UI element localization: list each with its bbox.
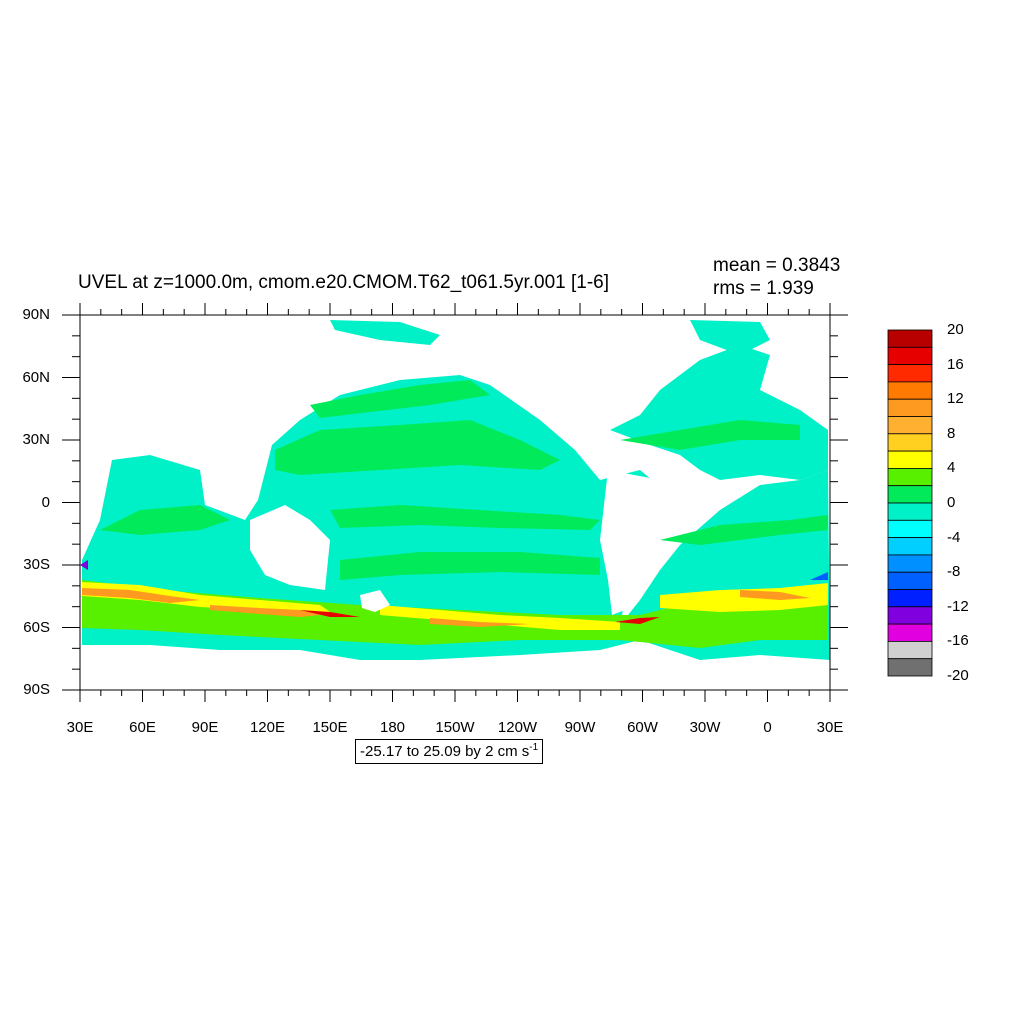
range-text: -25.17 to 25.09 by 2 cm s (360, 743, 530, 760)
colorbar-box (887, 589, 933, 608)
colorbar-label: -12 (947, 597, 969, 615)
plot-title: UVEL at z=1000.0m, cmom.e20.CMOM.T62_t06… (78, 272, 610, 293)
acc-streak (82, 582, 330, 612)
lon-label: 0 (763, 719, 772, 736)
australia-land (250, 505, 330, 590)
colorbar-box (887, 537, 933, 556)
lon-label: 120W (497, 719, 538, 736)
colorbar-box (887, 381, 933, 400)
colorbar-label: -4 (947, 528, 961, 546)
colorbar-box (887, 641, 933, 660)
edge-spot (80, 560, 88, 570)
contour-range-box: -25.17 to 25.09 by 2 cm s-1 (355, 739, 544, 764)
colorbar-box (887, 623, 933, 642)
acc-filament (210, 605, 330, 617)
acc-core (615, 617, 660, 624)
map-frame (62, 303, 848, 702)
edge-spot (810, 572, 828, 580)
colorbar-box (887, 554, 933, 573)
arctic-patch (690, 320, 770, 355)
colorbar-box (887, 502, 933, 521)
colorbar-box (887, 571, 933, 590)
south-atlantic-band (660, 515, 828, 545)
colorbar-label: -16 (947, 632, 969, 650)
lon-label: 60E (129, 719, 156, 736)
range-unit-exponent: -1 (529, 742, 539, 753)
colorbar-label: 20 (947, 321, 964, 338)
acc-streak (380, 605, 620, 630)
lat-label: 0 (41, 493, 50, 511)
acc-core (300, 610, 360, 617)
ocean-velocity-field (80, 320, 830, 660)
lat-label: 30N (22, 431, 50, 448)
colorbar-box (887, 416, 933, 435)
rms-stat: rms = 1.939 (713, 278, 814, 299)
lon-label: 30W (689, 719, 721, 736)
north-atlantic (610, 345, 828, 480)
north-atlantic-band (620, 420, 800, 450)
equatorial-band (330, 505, 600, 530)
colorbar-box (887, 658, 933, 677)
north-pacific-band (275, 420, 560, 475)
colorbar-box (887, 606, 933, 625)
colorbar-label: 8 (947, 424, 956, 442)
colorbar-box (887, 398, 933, 417)
colorbar-box (887, 467, 933, 487)
ocean-shapes (80, 320, 830, 660)
colorbar-box (887, 329, 933, 348)
colorbar-box (887, 364, 933, 383)
lon-label: 150E (312, 719, 348, 736)
colorbar-label: -8 (947, 563, 961, 581)
lon-label: 90W (564, 719, 596, 736)
south-america-land (600, 470, 670, 615)
lon-label: 30E (816, 719, 844, 736)
colorbar-box (887, 450, 933, 469)
indian-band (100, 505, 230, 535)
lon-label: 90E (191, 719, 219, 736)
lat-label: 90S (23, 681, 50, 698)
acc-filament (82, 588, 200, 603)
colorbar-label: -20 (947, 667, 969, 684)
north-pacific-band (310, 380, 490, 418)
lat-label: 30S (23, 556, 50, 573)
colorbar-box (887, 519, 933, 538)
colorbar-label: 4 (947, 459, 956, 477)
south-pacific-band (340, 552, 600, 580)
colorbar-label: 12 (947, 390, 964, 408)
colorbar (887, 329, 933, 677)
lon-label: 120E (249, 719, 286, 736)
colorbar-label: 0 (947, 494, 956, 511)
colorbar-label: 16 (947, 355, 964, 373)
lat-label: 90N (22, 306, 50, 323)
acc-filament (430, 618, 530, 627)
acc-streak (660, 583, 828, 612)
colorbar-box (887, 346, 933, 365)
arctic-patch (330, 320, 440, 345)
colorbar-box (887, 485, 933, 504)
new-zealand-land (360, 590, 390, 612)
colorbar-box (887, 433, 933, 452)
lat-label: 60N (22, 368, 50, 386)
lat-label: 60S (23, 618, 50, 636)
lon-label: 60W (627, 719, 658, 736)
mean-stat: mean = 0.3843 (713, 255, 841, 276)
acc-filament (740, 590, 810, 600)
lon-label: 180 (379, 719, 406, 736)
lon-label: 150W (435, 719, 475, 736)
lon-label: 30E (66, 719, 94, 736)
